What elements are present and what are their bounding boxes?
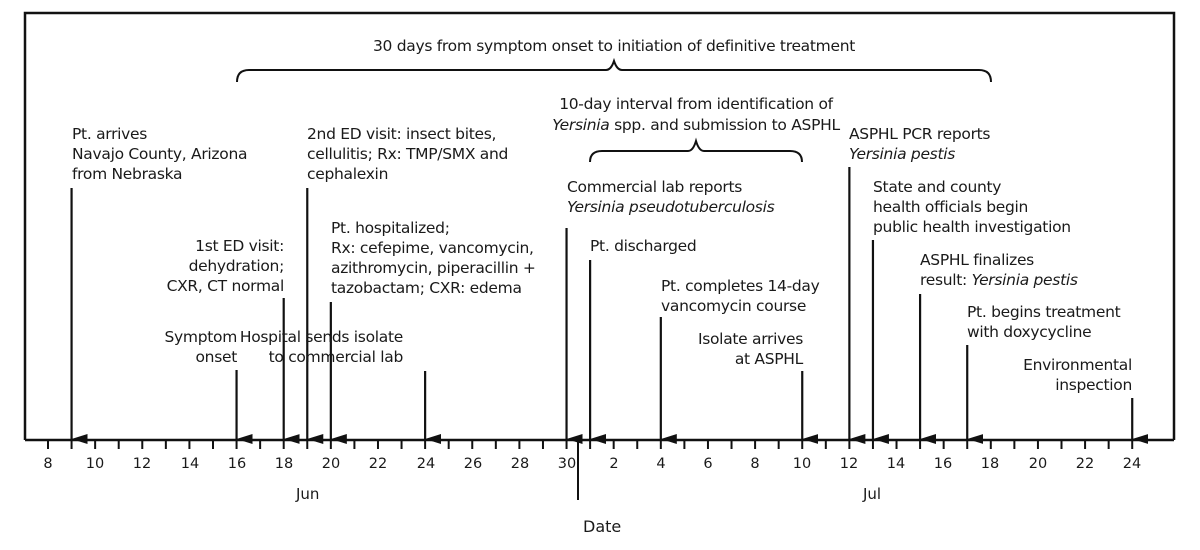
tick-label: 12	[132, 456, 152, 472]
figure-frame	[23, 11, 1176, 440]
label-line: tazobactam; CXR: edema	[331, 279, 522, 297]
label-line: 2nd ED visit: insect bites,	[307, 125, 497, 143]
label-line: Pt. discharged	[590, 237, 697, 255]
label-line: with doxycycline	[967, 323, 1092, 341]
label-line: Yersinia pseudotuberculosis	[567, 197, 775, 217]
tick-label: 16	[227, 456, 247, 472]
label-line: CXR, CT normal	[166, 277, 285, 295]
label-line: public health investigation	[873, 218, 1071, 236]
label-prefix: result:	[920, 271, 972, 289]
interval-30-day-label: 30 days from symptom onset to initiation…	[373, 36, 855, 57]
event-label-asphl-pcr-reports: ASPHL PCR reports Yersinia pestis	[849, 124, 991, 164]
label-line: Pt. arrives	[72, 125, 148, 143]
label-line: to commercial lab	[268, 348, 404, 366]
month-label-jun: Jun	[296, 485, 320, 503]
brace-30-day	[236, 57, 992, 83]
tick-label: 2	[609, 456, 619, 472]
label-line: cellulitis; Rx: TMP/SMX and	[307, 145, 509, 163]
label-line: State and county	[873, 178, 1002, 196]
axis-ticks	[47, 440, 1134, 449]
label-line: Isolate arrives	[697, 330, 803, 348]
organism-italic: Yersinia pseudotuberculosis	[567, 198, 775, 216]
label-line: Pt. hospitalized;	[331, 219, 450, 237]
axis-title-date: Date	[583, 517, 622, 536]
label-line: Yersinia pestis	[849, 144, 990, 164]
interval-10-day-label: 10-day interval from identification of Y…	[552, 94, 840, 136]
tick-label: 24	[416, 456, 436, 472]
label-line: health officials begin	[873, 198, 1029, 216]
interval-10-day-line2: Yersinia spp. and submission to ASPHL	[552, 115, 840, 136]
label-line: azithromycin, piperacillin +	[331, 259, 536, 277]
interval-10-day-line1: 10-day interval from identification of	[559, 95, 833, 113]
tick-label: 8	[750, 456, 760, 472]
tick-label: 24	[1122, 456, 1142, 472]
label-line: onset	[195, 348, 238, 366]
tick-label: 6	[703, 456, 713, 472]
label-line: at ASPHL	[734, 350, 803, 368]
tick-label: 12	[839, 456, 859, 472]
label-line: from Nebraska	[72, 165, 183, 183]
interval-30-day-text: 30 days from symptom onset to initiation…	[373, 37, 855, 55]
tick-label: 16	[933, 456, 953, 472]
month-label-jul: Jul	[863, 485, 882, 503]
brace-10-day	[589, 137, 803, 163]
event-label-pt-hospitalized: Pt. hospitalized; Rx: cefepime, vancomyc…	[331, 218, 536, 298]
event-label-pt-discharged: Pt. discharged	[590, 236, 697, 256]
event-label-commercial-lab-reports: Commercial lab reports Yersinia pseudotu…	[567, 177, 775, 217]
tick-label: 4	[656, 456, 666, 472]
organism-italic: Yersinia pestis	[849, 145, 956, 163]
tick-label: 10	[792, 456, 812, 472]
event-label-symptom-onset: Symptom onset	[164, 327, 237, 367]
label-line: dehydration;	[188, 257, 285, 275]
event-label-1st-ed-visit: 1st ED visit: dehydration; CXR, CT norma…	[166, 236, 285, 296]
label-line: cephalexin	[307, 165, 389, 183]
event-label-state-county-investigation: State and county health officials begin …	[873, 177, 1071, 237]
label-line: Hospital sends isolate	[239, 328, 403, 346]
tick-label: 22	[1075, 456, 1095, 472]
event-label-pt-begins-doxycycline: Pt. begins treatment with doxycycline	[967, 302, 1121, 342]
event-label-pt-arrives: Pt. arrives Navajo County, Arizona from …	[72, 124, 247, 184]
tick-label: 22	[368, 456, 388, 472]
event-label-asphl-finalizes: ASPHL finalizes result: Yersinia pestis	[920, 250, 1078, 290]
label-line: Symptom	[164, 328, 237, 346]
label-line: 1st ED visit:	[195, 237, 284, 255]
event-label-pt-completes-vancomycin: Pt. completes 14-day vancomycin course	[661, 276, 820, 316]
label-line: Commercial lab reports	[567, 178, 743, 196]
yersinia-italic: Yersinia	[552, 116, 610, 134]
label-line: vancomycin course	[661, 297, 807, 315]
label-line: Pt. begins treatment	[967, 303, 1121, 321]
label-line: Environmental	[1023, 356, 1132, 374]
label-line: inspection	[1055, 376, 1132, 394]
tick-label: 30	[557, 456, 577, 472]
label-line: result: Yersinia pestis	[920, 270, 1078, 290]
tick-label: 18	[274, 456, 294, 472]
tick-label: 26	[463, 456, 483, 472]
label-line: ASPHL PCR reports	[849, 125, 991, 143]
label-line: Pt. completes 14-day	[661, 277, 820, 295]
tick-label: 20	[1028, 456, 1048, 472]
interval-10-day-line2-rest: spp. and submission to ASPHL	[609, 116, 840, 134]
tick-label: 14	[180, 456, 200, 472]
tick-label: 14	[886, 456, 906, 472]
label-line: Rx: cefepime, vancomycin,	[331, 239, 534, 257]
organism-italic: Yersinia pestis	[971, 271, 1078, 289]
label-line: Navajo County, Arizona	[72, 145, 248, 163]
tick-label: 18	[980, 456, 1000, 472]
label-line: ASPHL finalizes	[920, 251, 1034, 269]
tick-label: 20	[321, 456, 341, 472]
tick-label: 28	[510, 456, 530, 472]
event-label-2nd-ed-visit: 2nd ED visit: insect bites, cellulitis; …	[307, 124, 508, 184]
event-arrows	[70, 167, 1149, 444]
tick-label: 10	[85, 456, 105, 472]
event-label-environmental-inspection: Environmental inspection	[1023, 355, 1132, 395]
event-label-hospital-sends-isolate: Hospital sends isolate to commercial lab	[240, 327, 403, 367]
tick-label: 8	[43, 456, 53, 472]
event-label-isolate-arrives-asphl: Isolate arrives at ASPHL	[698, 329, 803, 369]
